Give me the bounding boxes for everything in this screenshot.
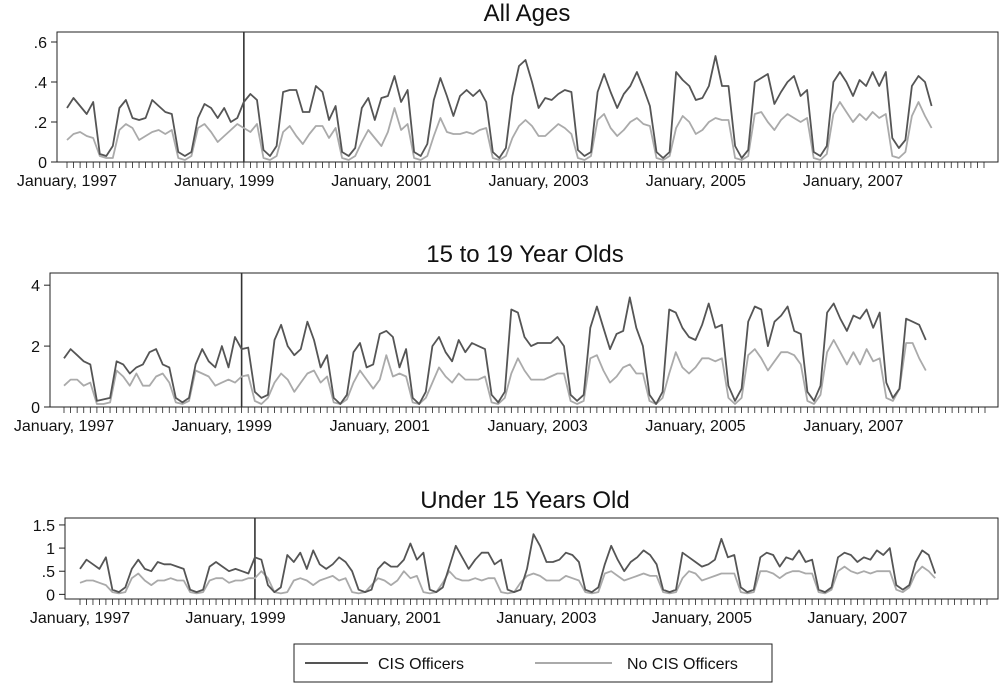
legend-label-no-cis: No CIS Officers — [627, 656, 738, 673]
y-tick-label: 0 — [46, 587, 55, 604]
series-line-no-cis-officers — [79, 565, 936, 595]
y-tick-label: 2 — [31, 339, 40, 356]
x-tick-label: January, 2005 — [645, 418, 745, 435]
x-tick-label: January, 1997 — [17, 173, 117, 190]
x-tick-label: January, 2003 — [488, 418, 588, 435]
plot-frame — [49, 272, 999, 408]
x-tick-label: January, 1999 — [172, 418, 272, 435]
x-tick-label: January, 2003 — [496, 610, 596, 627]
x-tick-label: January, 2001 — [341, 610, 441, 627]
y-tick-label: 1 — [46, 541, 55, 558]
y-tick-label: 0 — [31, 400, 40, 417]
series-line-no-cis-officers — [63, 339, 927, 405]
y-tick-label: .4 — [34, 75, 47, 92]
x-tick-label: January, 2001 — [331, 173, 431, 190]
y-tick-label: .5 — [42, 564, 55, 581]
x-tick-label: January, 2005 — [646, 173, 746, 190]
y-tick-label: .2 — [34, 115, 47, 132]
series-line-no-cis-officers — [66, 101, 933, 161]
legend-box — [293, 643, 773, 683]
x-tick-label: January, 2001 — [330, 418, 430, 435]
x-tick-label: January, 2003 — [488, 173, 588, 190]
legend: CIS Officers No CIS Officers — [293, 643, 773, 683]
panel-title: All Ages — [484, 0, 571, 27]
panel-under-15: Under 15 Years Old 0 .5 1 1.5 January, 1997 J… — [30, 487, 999, 627]
x-tick-label: January, 2007 — [807, 610, 907, 627]
legend-label-cis: CIS Officers — [378, 656, 464, 673]
y-tick-label: 1.5 — [33, 518, 55, 535]
series-line-cis-officers — [79, 533, 937, 593]
panel-15-to-19: 15 to 19 Year Olds 0 2 4 January, 1997 Janua… — [14, 241, 999, 435]
series-line-cis-officers — [66, 55, 933, 159]
panel-all-ages: All Ages 0 .2 .4 .6 January, 1997 January, 19… — [17, 0, 999, 190]
plot-frame — [56, 31, 999, 163]
x-tick-label: January, 1999 — [174, 173, 274, 190]
panel-title: 15 to 19 Year Olds — [426, 241, 623, 268]
series-line-cis-officers — [63, 296, 927, 405]
y-tick-label: .6 — [34, 35, 47, 52]
panel-title: Under 15 Years Old — [420, 487, 629, 514]
x-tick-label: January, 2005 — [652, 610, 752, 627]
plot-frame — [64, 517, 999, 600]
x-tick-label: January, 1997 — [30, 610, 130, 627]
x-tick-label: January, 2007 — [803, 418, 903, 435]
x-tick-label: January, 2007 — [803, 173, 903, 190]
y-tick-label: 4 — [31, 278, 40, 295]
x-tick-label: January, 1999 — [185, 610, 285, 627]
x-tick-label: January, 1997 — [14, 418, 114, 435]
y-tick-label: 0 — [38, 155, 47, 172]
